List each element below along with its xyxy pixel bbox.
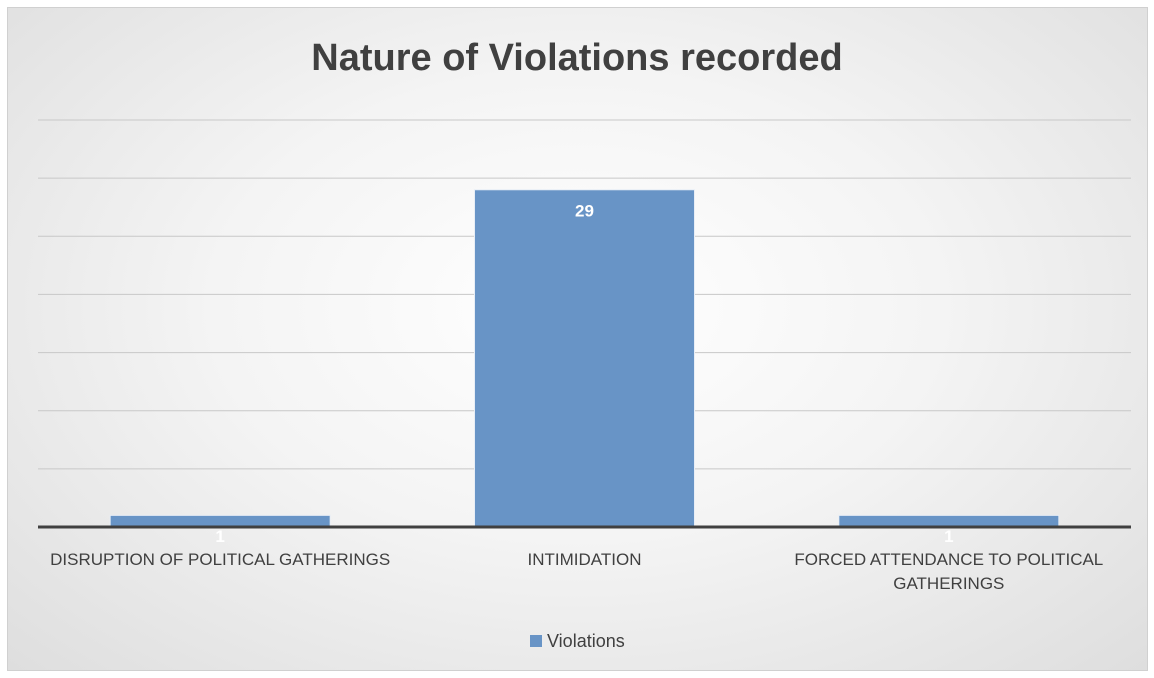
legend-label: Violations [547,631,625,651]
chart-svg: Nature of Violations recorded 1 29 1 Violat… [38,37,1131,651]
x-tick-label: FORCED ATTENDANCE TO POLITICAL GATHERING… [794,550,1104,593]
data-label: 29 [575,201,594,220]
bar [838,514,1060,528]
x-tick-label: INTIMIDATION [527,550,642,569]
data-label: 1 [215,527,224,546]
bar [474,189,695,528]
x-tick-label: DISRUPTION OF POLITICAL GATHERINGS [50,550,391,569]
legend-swatch [530,635,542,647]
chart-title: Nature of Violations recorded [311,37,842,79]
chart: Nature of Violations recorded 1 29 1 Violat… [7,7,1148,671]
data-label: 1 [944,527,953,546]
bar [109,514,331,528]
